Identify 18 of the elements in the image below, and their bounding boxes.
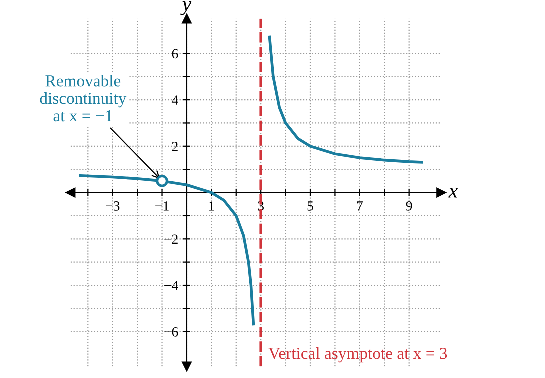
- x-axis-title: x: [448, 188, 458, 198]
- y-tick-label: 2: [172, 142, 178, 152]
- x-tick-label: 9: [406, 202, 412, 211]
- y-tick-label: 4: [172, 96, 178, 105]
- y-axis-title: y: [180, 1, 192, 16]
- x-tick-label: −1: [156, 202, 169, 211]
- y-tick-label: −4: [164, 281, 178, 290]
- line-series: [79, 174, 256, 326]
- x-tick-label: 5: [308, 202, 314, 211]
- x-tick-label: 7: [357, 202, 363, 211]
- line-series: [268, 36, 424, 164]
- y-tick-label: −2: [164, 234, 178, 244]
- y-tick-label: 6: [172, 49, 178, 59]
- annotation: Removable discontinuity at x = −1: [40, 75, 127, 122]
- ref-line-label: Vertical asymptote at x = 3: [268, 347, 448, 363]
- x-tick-label: −3: [106, 202, 120, 211]
- y-tick-label: −6: [164, 328, 178, 337]
- x-tick-label: 1: [209, 202, 214, 211]
